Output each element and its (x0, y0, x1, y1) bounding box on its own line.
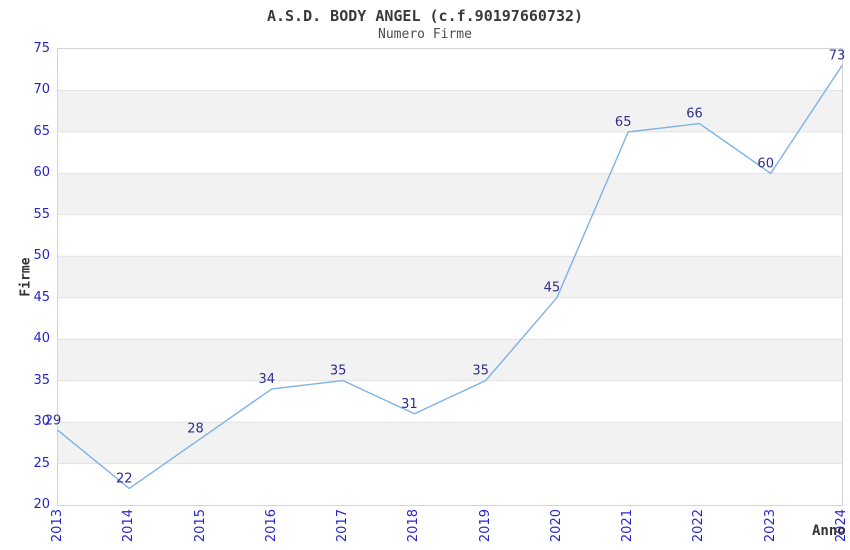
x-tick-label: 2015 (192, 509, 208, 543)
y-tick-label: 55 (33, 206, 50, 222)
data-point-label: 35 (472, 364, 489, 379)
y-tick-label: 30 (33, 414, 50, 430)
y-tick-label: 75 (33, 41, 50, 56)
x-tick-label: 2013 (50, 509, 65, 543)
x-axis-title: Anno (812, 523, 846, 539)
y-tick-label: 45 (33, 289, 50, 305)
x-tick-label: 2014 (121, 509, 137, 543)
y-tick-label: 70 (33, 82, 50, 98)
x-tick-label: 2020 (548, 509, 564, 543)
chart-title: A.S.D. BODY ANGEL (c.f.90197660732) (266, 7, 584, 25)
line-chart-svg: 29 22 28 34 35 31 35 45 65 66 60 73 (45, 49, 845, 490)
data-point-label: 65 (615, 115, 632, 130)
y-tick-label: 35 (33, 372, 50, 388)
data-point-label: 31 (401, 397, 418, 412)
data-point-label: 35 (330, 364, 347, 379)
x-tick-label: 2023 (762, 509, 778, 543)
x-tick-label: 2017 (335, 509, 351, 543)
data-point-label: 29 (45, 413, 62, 428)
grid-band (58, 339, 842, 381)
data-point-label: 22 (116, 471, 133, 486)
grid-band (58, 256, 842, 298)
y-tick-label: 50 (33, 248, 50, 264)
data-point-label: 34 (259, 372, 276, 387)
y-tick-label: 65 (33, 123, 50, 139)
chart-subtitle: Numero Firme (378, 27, 472, 42)
y-tick-label: 20 (33, 497, 50, 512)
data-point-label: 66 (686, 107, 703, 122)
grid-band (58, 173, 842, 215)
grid-band (58, 90, 842, 132)
data-line (57, 64, 843, 490)
x-tick-label: 2019 (477, 509, 493, 543)
y-tick-label: 25 (33, 455, 50, 471)
y-tick-label: 40 (33, 331, 50, 347)
x-tick-label: 2016 (263, 509, 279, 543)
grid-band (58, 422, 842, 464)
x-tick-label: 2022 (691, 509, 707, 543)
data-point-label: 60 (757, 156, 774, 171)
y-tick-label: 60 (33, 165, 50, 181)
plot-area: 29 22 28 34 35 31 35 45 65 66 60 73 (45, 48, 845, 506)
data-point-label: 28 (187, 422, 204, 437)
x-tick-label: 2018 (406, 509, 422, 543)
x-tick-label: 2021 (620, 509, 636, 543)
data-point-label: 73 (829, 49, 846, 64)
data-point-label: 45 (544, 281, 561, 296)
